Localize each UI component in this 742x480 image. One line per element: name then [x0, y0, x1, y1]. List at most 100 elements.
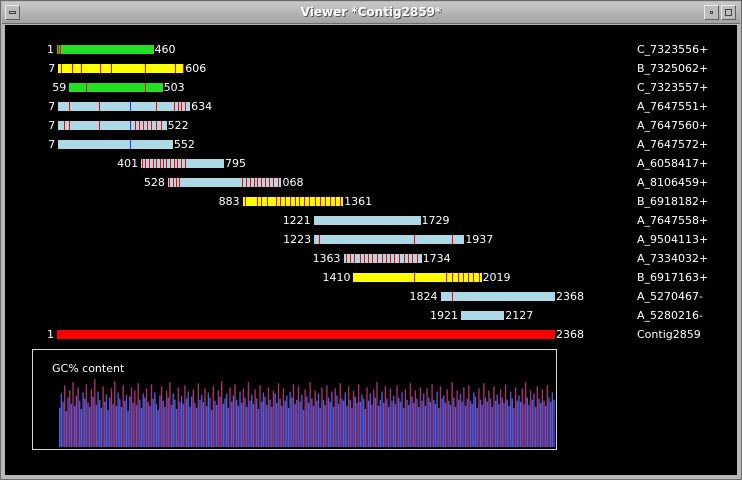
mismatch-mark [452, 235, 454, 244]
title-bar[interactable]: Viewer *Contig2859* [2, 2, 740, 24]
gc-bar [393, 395, 395, 447]
read-end: 068 [282, 176, 304, 189]
gc-bar [185, 398, 188, 447]
contig-viewer-canvas[interactable]: 1 460 C_7323556+ 7 606 B_7325062+ 59 503 C_73235… [5, 25, 737, 475]
read-bar[interactable] [58, 64, 185, 73]
gc-bar [70, 403, 73, 447]
gc-bar [286, 395, 288, 447]
mismatch-mark [241, 178, 243, 187]
gc-bar [411, 396, 413, 447]
gc-bar [99, 399, 101, 447]
mismatch-mark [457, 273, 459, 282]
read-bar[interactable] [57, 330, 555, 339]
mismatch-mark [279, 197, 281, 206]
gc-bar [117, 392, 119, 447]
gc-bar [418, 406, 420, 447]
gc-bar [551, 392, 554, 447]
mismatch-mark [185, 159, 187, 168]
gc-content-panel: GC% content [32, 349, 557, 450]
gc-bar [367, 400, 370, 447]
mismatch-mark [178, 178, 180, 187]
read-bar[interactable] [58, 140, 173, 149]
gc-bar [87, 402, 89, 447]
gc-bar [72, 382, 74, 447]
gc-bar [276, 402, 278, 447]
mismatch-mark [71, 64, 73, 73]
read-bar[interactable] [167, 178, 282, 187]
read-start: 1 [47, 43, 54, 56]
gc-bar [376, 382, 378, 447]
read-bar[interactable] [314, 235, 465, 244]
gc-bar [95, 404, 98, 447]
mismatch-mark [145, 64, 147, 73]
gc-bar [80, 408, 83, 447]
read-start: 59 [52, 81, 67, 94]
gc-bar [194, 402, 196, 447]
read-bar[interactable] [460, 311, 505, 320]
read-bar[interactable] [313, 216, 421, 225]
gc-bar [159, 395, 161, 447]
gc-bar [508, 405, 510, 447]
window-title: Viewer *Contig2859* [300, 5, 442, 19]
gc-bar [100, 407, 103, 447]
gc-bar [509, 391, 512, 447]
mismatch-mark [339, 197, 341, 206]
gc-bar [409, 383, 412, 447]
gc-bar [403, 407, 405, 447]
gc-bar [364, 408, 366, 447]
read-bar[interactable] [57, 45, 154, 54]
gc-bar [528, 404, 530, 447]
read-bar[interactable] [58, 102, 191, 111]
gc-bar [74, 405, 76, 447]
gc-bar [546, 385, 549, 447]
read-bar[interactable] [69, 83, 163, 92]
read-start: 883 [218, 195, 240, 208]
gc-bar [334, 388, 336, 447]
mismatch-mark [155, 102, 157, 111]
gc-bar [534, 406, 537, 447]
mismatch-mark [134, 121, 136, 130]
read-bar[interactable] [440, 292, 555, 301]
read-end: 795 [225, 157, 247, 170]
gc-bar [346, 405, 348, 447]
gc-bar [446, 389, 448, 447]
gc-bar [105, 394, 108, 447]
read-end: 634 [191, 100, 213, 113]
maximize-button[interactable] [721, 5, 736, 20]
gc-bar [147, 401, 149, 447]
mismatch-mark [350, 254, 352, 263]
read-end: 2368 [556, 290, 584, 303]
gc-bar [122, 385, 124, 447]
read-bar[interactable] [141, 159, 225, 168]
gc-bar [134, 390, 136, 447]
mismatch-mark [151, 121, 153, 130]
gc-bar [526, 397, 528, 447]
read-bar[interactable] [343, 254, 422, 263]
mismatch-mark [155, 121, 157, 130]
gc-bar [458, 399, 460, 447]
mismatch-mark [354, 254, 356, 263]
gc-bar [224, 398, 226, 447]
gc-bar [301, 394, 303, 447]
mismatch-mark [318, 235, 320, 244]
read-bar[interactable] [353, 273, 482, 282]
mismatch-mark [346, 254, 348, 263]
read-bar[interactable] [58, 121, 167, 130]
mismatch-mark [309, 197, 311, 206]
gc-bar [132, 402, 134, 447]
gc-bar [518, 395, 520, 447]
mismatch-mark [159, 159, 161, 168]
minimize-button[interactable] [704, 5, 719, 20]
gc-bar [197, 383, 199, 447]
window-menu-button[interactable] [5, 5, 20, 20]
gc-bar [220, 381, 223, 447]
gc-bar [256, 398, 258, 447]
gc-bar [109, 397, 111, 447]
gc-bar [164, 406, 166, 447]
gc-bar [139, 399, 141, 447]
gc-bar [489, 398, 492, 447]
gc-bar [506, 399, 508, 447]
mismatch-mark [98, 121, 100, 130]
gc-bar [356, 402, 358, 447]
read-bar[interactable] [242, 197, 344, 206]
